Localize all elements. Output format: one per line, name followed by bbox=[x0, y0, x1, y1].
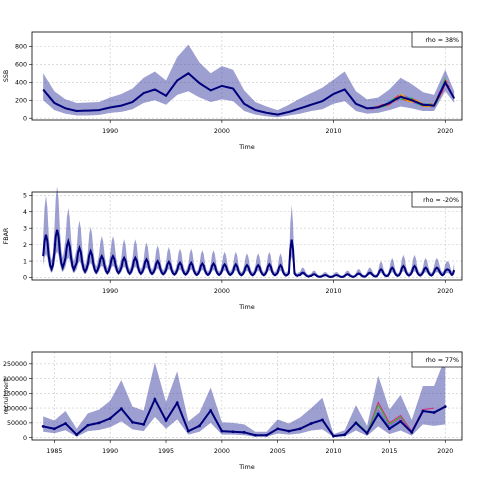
x-tick-label: 1990 bbox=[102, 288, 118, 295]
x-tick-label: 2020 bbox=[437, 128, 453, 135]
estimate-line bbox=[42, 72, 456, 116]
y-tick-label: 2 bbox=[23, 242, 27, 249]
confidence-band bbox=[43, 357, 446, 438]
y-tick-label: 4 bbox=[23, 209, 27, 216]
data-point bbox=[198, 424, 201, 428]
data-point bbox=[365, 431, 369, 435]
x-tick-label: 2020 bbox=[437, 288, 453, 295]
estimate-line bbox=[42, 229, 456, 279]
data-point bbox=[265, 433, 268, 437]
rho-annotation-box bbox=[411, 191, 463, 208]
data-point bbox=[220, 429, 224, 433]
data-point bbox=[131, 420, 134, 424]
y-tick-label: 200000 bbox=[3, 376, 27, 383]
x-tick-label: 2010 bbox=[326, 448, 342, 455]
data-point bbox=[142, 422, 146, 426]
rho-annotation: rho = -20% bbox=[423, 197, 459, 204]
y-tick-label: 0 bbox=[23, 435, 27, 442]
y-axis-label: SSB bbox=[3, 70, 10, 82]
data-point bbox=[41, 425, 45, 428]
x-tick-label: 2010 bbox=[326, 128, 342, 135]
data-point bbox=[376, 412, 380, 416]
x-tick-label: 1995 bbox=[158, 448, 174, 455]
x-tick-label: 2000 bbox=[214, 448, 230, 455]
y-tick-label: 50000 bbox=[7, 420, 27, 427]
data-point bbox=[153, 397, 157, 401]
y-tick-label: 800 bbox=[15, 44, 27, 51]
x-tick-label: 2000 bbox=[214, 128, 230, 135]
x-tick-label: 2015 bbox=[381, 448, 397, 455]
y-tick-label: 100000 bbox=[3, 405, 27, 412]
data-point bbox=[276, 427, 280, 431]
x-axis-label: Time bbox=[238, 304, 255, 311]
data-point bbox=[421, 409, 425, 413]
x-tick-label: 2020 bbox=[437, 448, 453, 455]
data-point bbox=[186, 429, 190, 433]
x-tick-label: 2000 bbox=[214, 288, 230, 295]
rho-annotation: rho = 38% bbox=[425, 37, 459, 44]
data-point bbox=[209, 409, 213, 412]
data-point bbox=[164, 419, 168, 422]
recruitment-panel: 1985 1990 1995 2000 2005 2010 2015 2020 0 50000 10… bbox=[3, 351, 463, 471]
data-point bbox=[354, 421, 358, 425]
y-tick-label: 3 bbox=[23, 225, 27, 232]
y-tick-label: 0 bbox=[23, 115, 27, 122]
data-point bbox=[119, 407, 123, 411]
plot-frame bbox=[31, 31, 463, 121]
x-axis-label: Time bbox=[238, 144, 255, 151]
x-tick-label: 2010 bbox=[326, 288, 342, 295]
x-axis-label: Time bbox=[238, 464, 255, 471]
y-axis-label: recruitment bbox=[3, 377, 10, 415]
data-point bbox=[242, 430, 246, 434]
data-point bbox=[287, 429, 291, 433]
plot-frame bbox=[31, 351, 463, 441]
confidence-band bbox=[43, 186, 455, 278]
data-point bbox=[253, 433, 257, 437]
data-point bbox=[175, 401, 179, 405]
data-point bbox=[410, 430, 414, 434]
data-point bbox=[399, 419, 402, 423]
data-point bbox=[388, 427, 391, 431]
data-point bbox=[309, 422, 313, 425]
data-point bbox=[86, 423, 90, 427]
data-point bbox=[320, 418, 324, 422]
rho-annotation: rho = 77% bbox=[425, 357, 459, 364]
data-point bbox=[443, 405, 447, 409]
data-point bbox=[432, 411, 436, 414]
y-tick-label: 600 bbox=[15, 62, 27, 69]
data-point bbox=[97, 421, 101, 425]
y-tick-label: 200 bbox=[15, 97, 27, 104]
data-point bbox=[231, 430, 235, 434]
data-point bbox=[332, 434, 335, 438]
y-tick-label: 250000 bbox=[3, 361, 27, 368]
plot-frame bbox=[31, 191, 463, 281]
rho-annotation-box bbox=[411, 351, 463, 368]
y-tick-label: 1 bbox=[23, 258, 27, 265]
data-point bbox=[52, 427, 56, 431]
data-point bbox=[75, 433, 79, 437]
retrospective-peel-line bbox=[389, 90, 441, 108]
data-point bbox=[64, 422, 67, 425]
y-axis-label: FBAR bbox=[3, 227, 10, 244]
rho-annotation-box bbox=[411, 31, 463, 48]
data-point bbox=[343, 433, 347, 437]
data-point bbox=[108, 417, 112, 420]
x-tick-label: 2005 bbox=[270, 448, 286, 455]
y-tick-label: 5 bbox=[23, 192, 27, 199]
y-tick-label: 0 bbox=[23, 275, 27, 282]
y-tick-label: 150000 bbox=[3, 391, 27, 398]
ssb-panel: 1990 2000 2010 2020 0 200 400 600 800 Time SSB rho … bbox=[3, 31, 463, 151]
x-tick-label: 1990 bbox=[102, 448, 118, 455]
y-tick-label: 400 bbox=[15, 79, 27, 86]
fbar-panel: 1990 2000 2010 2020 0 1 2 3 4 5 Time FBAR rho = -20% bbox=[3, 186, 463, 311]
x-tick-label: 1985 bbox=[46, 448, 62, 455]
data-point bbox=[298, 427, 302, 431]
x-tick-label: 1990 bbox=[102, 128, 118, 135]
